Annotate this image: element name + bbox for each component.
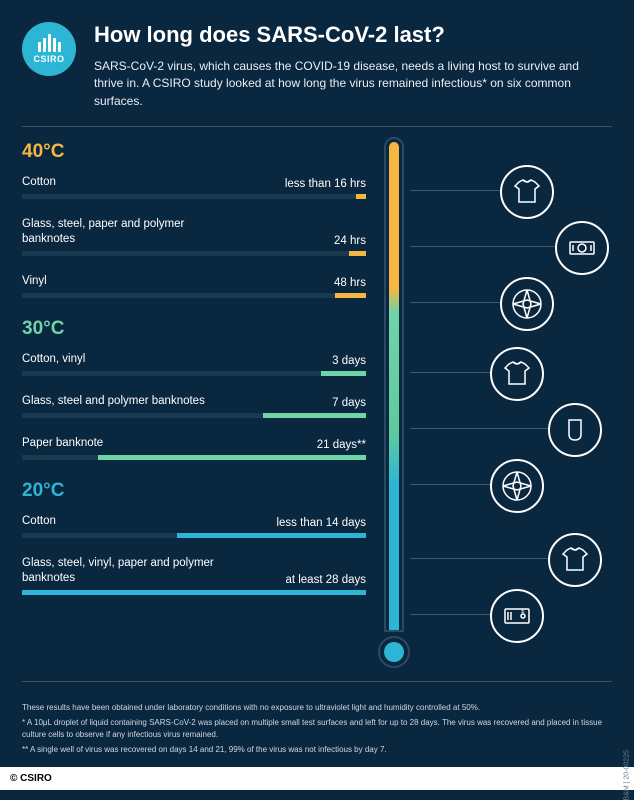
surface-row: Cotton, vinyl 3 days [22,352,366,376]
fine-print: These results have been obtained under l… [0,692,634,767]
shirt-icon [500,165,554,219]
connector-line [410,302,505,303]
glass-icon [548,403,602,457]
page-title: How long does SARS-CoV-2 last? [94,22,604,48]
connector-line [410,428,553,429]
header-text: How long does SARS-CoV-2 last? SARS-CoV-… [94,22,604,110]
bar-fill [335,293,366,298]
temp-label: 20°C [22,480,366,502]
fineprint-line: These results have been obtained under l… [22,702,612,714]
temp-label: 30°C [22,318,366,340]
temp-section: 40°C Cotton less than 16 hrs Glass, steel, … [22,141,366,298]
connector-line [410,558,553,559]
divider-bottom [22,681,612,682]
bar-fill [177,533,366,538]
copyright-bar: © CSIRO [0,767,634,790]
bar-fill [98,455,366,460]
duration-label: 3 days [332,355,366,367]
material-label: Glass, steel, vinyl, paper and polymer b… [22,556,232,586]
side-reference: B&M | 20-00225 [623,750,630,800]
duration-label: at least 28 days [285,574,366,586]
duration-label: less than 14 days [276,517,366,529]
material-label: Paper banknote [22,436,103,451]
connector-line [410,372,495,373]
material-label: Cotton, vinyl [22,352,85,367]
bar-track [22,251,366,256]
temp-section: 30°C Cotton, vinyl 3 days Glass, steel and … [22,318,366,460]
bar-track [22,293,366,298]
fineprint-line: ** A single well of virus was recovered … [22,744,612,756]
temp-label: 40°C [22,141,366,163]
logo-text: CSIRO [33,54,64,64]
bar-fill [349,251,366,256]
duration-label: 48 hrs [334,277,366,289]
page-subtitle: SARS-CoV-2 virus, which causes the COVID… [94,58,604,110]
banknote-icon [555,221,609,275]
bar-track [22,590,366,595]
bar-fill [22,590,366,595]
duration-label: 24 hrs [334,235,366,247]
thermometer-tube [384,137,404,632]
bar-fill [321,371,366,376]
duration-label: 21 days** [317,439,366,451]
surface-row: Glass, steel, vinyl, paper and polymer b… [22,556,366,595]
surface-row: Vinyl 48 hrs [22,274,366,298]
shirt-icon [548,533,602,587]
banknote2-icon [490,589,544,643]
copyright-text: © CSIRO [10,773,52,784]
duration-label: less than 16 hrs [285,178,366,190]
shirt-icon [490,347,544,401]
thermometer [378,127,410,672]
material-label: Glass, steel, paper and polymer banknote… [22,217,232,247]
surface-row: Glass, steel, paper and polymer banknote… [22,217,366,256]
connector-line [410,614,495,615]
temp-section: 20°C Cotton less than 14 days Glass, steel,… [22,480,366,595]
connector-line [410,246,560,247]
connector-line [410,484,495,485]
duration-label: 7 days [332,397,366,409]
surface-row: Cotton less than 16 hrs [22,175,366,199]
content-area: 40°C Cotton less than 16 hrs Glass, steel, … [0,127,634,677]
material-label: Vinyl [22,274,47,289]
fineprint-line: * A 10μL droplet of liquid containing SA… [22,717,612,741]
material-label: Glass, steel and polymer banknotes [22,394,205,409]
logo-bars-icon [38,34,61,52]
material-label: Cotton [22,514,56,529]
bar-track [22,371,366,376]
thermometer-fill [389,142,399,630]
bar-track [22,533,366,538]
bar-track [22,194,366,199]
bar-track [22,455,366,460]
vinyl-icon [490,459,544,513]
header: CSIRO How long does SARS-CoV-2 last? SAR… [0,0,634,126]
footer: These results have been obtained under l… [0,692,634,790]
bar-fill [356,194,366,199]
material-label: Cotton [22,175,56,190]
surface-row: Paper banknote 21 days** [22,436,366,460]
vinyl-icon [500,277,554,331]
csiro-logo: CSIRO [22,22,76,76]
bar-track [22,413,366,418]
surface-row: Cotton less than 14 days [22,514,366,538]
thermometer-bulb [378,632,410,672]
connector-line [410,190,505,191]
bar-fill [263,413,366,418]
surface-row: Glass, steel and polymer banknotes 7 days [22,394,366,418]
